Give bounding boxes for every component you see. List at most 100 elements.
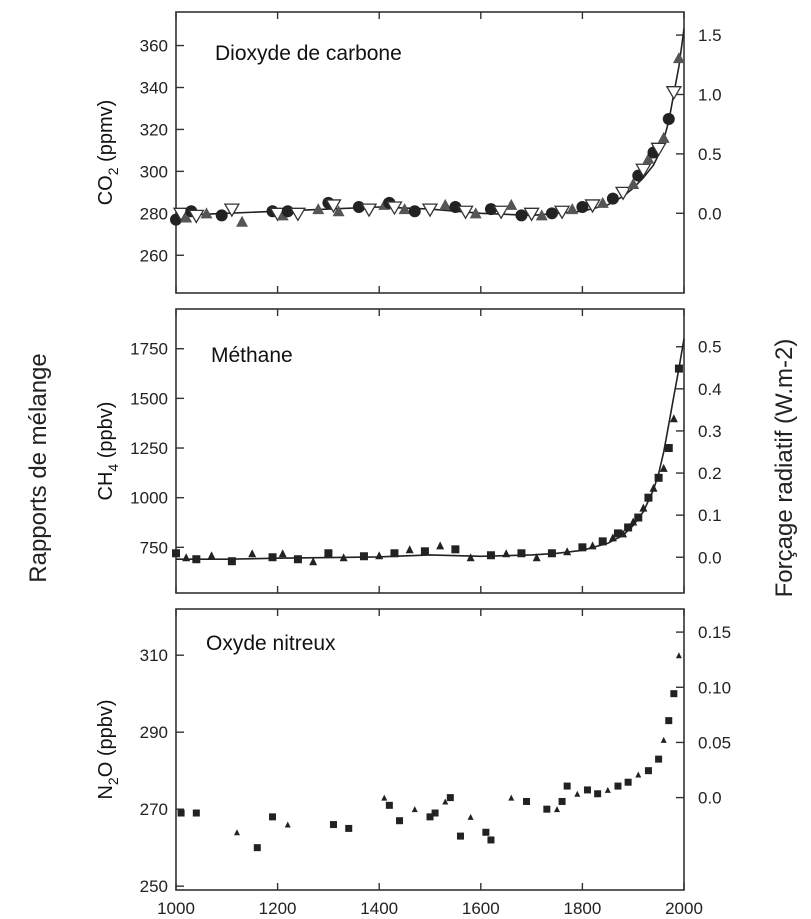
right-tick-label: 0.1: [698, 506, 722, 525]
y-axis-label: CH4 (ppbv): [95, 402, 121, 501]
data-point: [268, 553, 277, 562]
data-point: [598, 537, 607, 546]
right-tick-label: 0.3: [698, 422, 722, 441]
data-point: [535, 209, 548, 221]
data-point: [624, 523, 633, 532]
data-point: [657, 131, 670, 143]
data-point: [360, 203, 378, 218]
y-tick-label: 1750: [130, 340, 168, 359]
data-point: [614, 782, 622, 790]
data-point: [467, 813, 474, 820]
y-tick-label: 320: [140, 120, 168, 139]
data-point: [578, 543, 587, 552]
data-point: [293, 555, 302, 564]
data-point: [675, 652, 682, 659]
x-tick-label: 1800: [563, 899, 601, 918]
data-point: [309, 557, 318, 566]
x-tick-label: 1200: [259, 899, 297, 918]
data-point: [596, 196, 609, 208]
data-point: [177, 809, 185, 817]
data-point: [182, 553, 191, 562]
data-point: [566, 203, 579, 215]
data-point: [442, 798, 449, 805]
data-point: [253, 844, 261, 852]
data-point: [553, 205, 571, 220]
data-point: [669, 414, 678, 423]
data-point: [200, 207, 213, 219]
data-point: [644, 493, 653, 502]
data-point: [329, 821, 337, 829]
data-point: [324, 549, 333, 558]
data-point: [492, 205, 510, 220]
panel-3: Oxyde nitreux 250 270 290 310 0.0 0.05 0.10 0.15…: [95, 608, 731, 918]
data-point: [606, 192, 619, 205]
data-point: [248, 549, 257, 558]
data-point: [381, 794, 388, 801]
panel-title: Dioxyde de carbone: [215, 42, 402, 65]
y-tick-label: 1000: [130, 489, 168, 508]
data-point: [613, 529, 622, 538]
y-tick-label: 310: [140, 646, 168, 665]
left-axis-label: Rapports de mélange: [25, 353, 52, 582]
right-tick-label: 0.5: [698, 338, 722, 357]
data-point: [639, 503, 648, 512]
data-point: [172, 549, 180, 558]
y-tick-label: 280: [140, 204, 168, 223]
series-line: [176, 338, 685, 560]
series-line: [175, 28, 685, 217]
data-point: [588, 541, 597, 550]
data-point: [665, 717, 673, 725]
data-point: [172, 207, 190, 222]
right-tick-label: 0.10: [698, 678, 731, 697]
data-point: [385, 801, 393, 809]
data-point: [180, 211, 193, 223]
data-point: [649, 483, 658, 492]
x-tick-label: 1000: [157, 899, 195, 918]
data-point: [236, 215, 249, 227]
data-point: [532, 553, 541, 562]
data-point: [502, 549, 511, 558]
right-tick-label: 0.4: [698, 380, 722, 399]
right-tick-label: 1.0: [698, 85, 722, 104]
data-point: [457, 205, 474, 220]
data-point: [517, 549, 526, 558]
right-tick-label: 0.2: [698, 464, 722, 483]
data-point: [662, 112, 675, 125]
data-point: [276, 209, 289, 221]
data-point: [508, 794, 515, 801]
data-point: [563, 547, 572, 556]
data-point: [192, 555, 201, 564]
data-point: [482, 828, 490, 836]
x-tick-label: 1600: [462, 899, 500, 918]
x-tick-label: 2000: [665, 899, 703, 918]
data-point: [619, 529, 628, 538]
data-point: [558, 797, 566, 805]
data-point: [576, 201, 589, 214]
data-point: [289, 207, 307, 222]
data-point: [574, 790, 581, 797]
data-point: [515, 209, 528, 222]
data-point: [644, 767, 652, 775]
right-tick-label: 1.5: [698, 26, 722, 45]
data-point: [650, 142, 667, 157]
right-tick-label: 0.0: [698, 789, 722, 808]
data-point: [594, 790, 602, 798]
data-point: [456, 832, 464, 840]
y-axis-label: CO2 (ppmv): [95, 100, 121, 206]
data-point: [523, 207, 540, 222]
y-tick-label: 340: [140, 78, 168, 97]
data-point: [188, 209, 205, 224]
data-point: [421, 203, 439, 218]
data-point: [487, 836, 495, 844]
data-point: [269, 813, 277, 821]
right-tick-label: 0.5: [698, 145, 722, 164]
data-point: [233, 829, 240, 836]
panel-1: Dioxyde de carbone 260 280 300 320 340 360 0.0 0…: [95, 11, 722, 294]
data-point: [405, 545, 414, 554]
data-point: [449, 201, 462, 214]
data-point: [207, 551, 216, 560]
plot-frame: [175, 608, 685, 891]
y-tick-label: 300: [140, 162, 168, 181]
data-point: [386, 201, 403, 216]
data-point: [660, 736, 667, 743]
